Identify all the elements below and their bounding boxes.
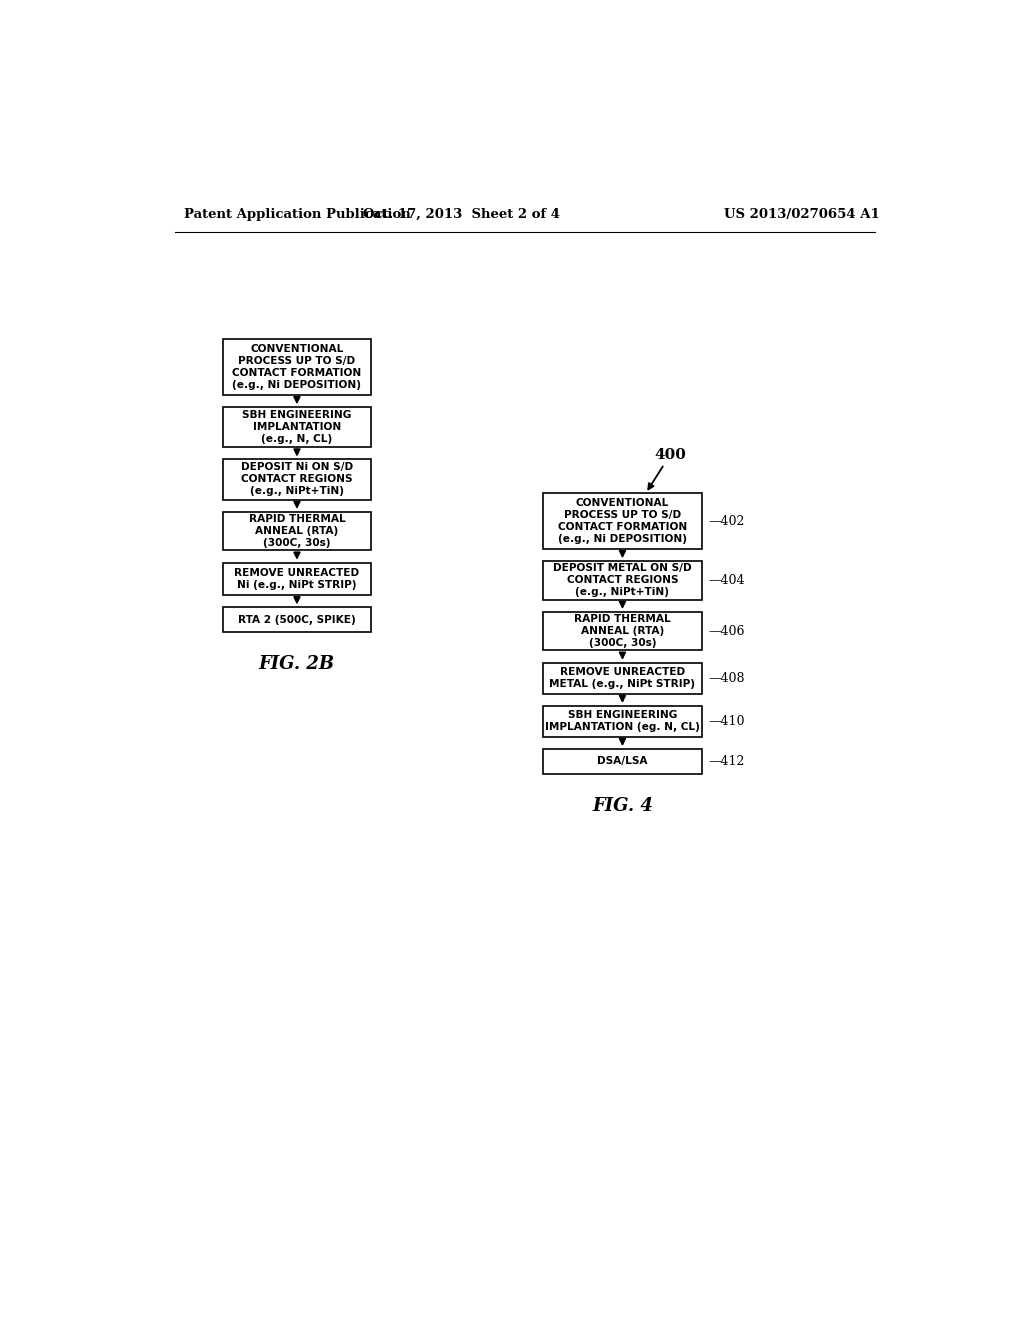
Text: CONVENTIONAL
PROCESS UP TO S/D
CONTACT FORMATION
(e.g., Ni DEPOSITION): CONVENTIONAL PROCESS UP TO S/D CONTACT F… [558,498,687,544]
Bar [223,339,371,395]
Text: 400: 400 [654,447,686,462]
Text: CONVENTIONAL
PROCESS UP TO S/D
CONTACT FORMATION
(e.g., Ni DEPOSITION): CONVENTIONAL PROCESS UP TO S/D CONTACT F… [232,345,361,391]
Text: —408: —408 [708,672,744,685]
Text: Patent Application Publication: Patent Application Publication [183,209,411,222]
Text: DSA/LSA: DSA/LSA [597,756,648,767]
Text: —404: —404 [708,574,744,587]
Bar [223,607,371,632]
Text: —406: —406 [708,624,744,638]
Text: —410: —410 [708,714,744,727]
Text: SBH ENGINEERING
IMPLANTATION
(e.g., N, CL): SBH ENGINEERING IMPLANTATION (e.g., N, C… [243,411,351,444]
Text: RTA 2 (500C, SPIKE): RTA 2 (500C, SPIKE) [238,615,355,624]
Text: —402: —402 [708,515,744,528]
Bar [543,561,701,599]
Text: REMOVE UNREACTED
METAL (e.g., NiPt STRIP): REMOVE UNREACTED METAL (e.g., NiPt STRIP… [550,667,695,689]
Bar [223,562,371,595]
Bar [543,612,701,651]
Text: DEPOSIT METAL ON S/D
CONTACT REGIONS
(e.g., NiPt+TiN): DEPOSIT METAL ON S/D CONTACT REGIONS (e.… [553,564,692,598]
Text: Oct. 17, 2013  Sheet 2 of 4: Oct. 17, 2013 Sheet 2 of 4 [362,209,560,222]
Text: RAPID THERMAL
ANNEAL (RTA)
(300C, 30s): RAPID THERMAL ANNEAL (RTA) (300C, 30s) [574,614,671,648]
Text: DEPOSIT Ni ON S/D
CONTACT REGIONS
(e.g., NiPt+TiN): DEPOSIT Ni ON S/D CONTACT REGIONS (e.g.,… [241,462,353,496]
Text: —412: —412 [708,755,744,768]
Text: RAPID THERMAL
ANNEAL (RTA)
(300C, 30s): RAPID THERMAL ANNEAL (RTA) (300C, 30s) [249,513,345,548]
Bar [543,663,701,693]
Text: REMOVE UNREACTED
Ni (e.g., NiPt STRIP): REMOVE UNREACTED Ni (e.g., NiPt STRIP) [234,568,359,590]
Bar [223,407,371,447]
Text: US 2013/0270654 A1: US 2013/0270654 A1 [724,209,880,222]
Bar [543,706,701,737]
Text: FIG. 4: FIG. 4 [592,797,653,814]
Bar [223,459,371,499]
Bar [223,512,371,550]
Bar [543,494,701,549]
Text: SBH ENGINEERING
IMPLANTATION (eg. N, CL): SBH ENGINEERING IMPLANTATION (eg. N, CL) [545,710,699,733]
Text: FIG. 2B: FIG. 2B [259,655,335,673]
Bar [543,748,701,774]
